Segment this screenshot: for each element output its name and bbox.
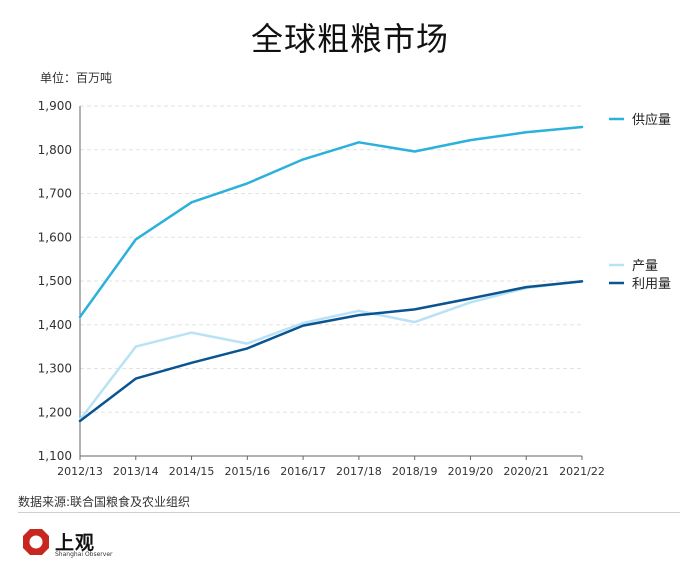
x-tick-label: 2018/19 <box>392 465 438 478</box>
y-tick-label: 1,100 <box>38 449 72 463</box>
y-tick-label: 1,700 <box>38 187 72 201</box>
series-line <box>78 125 584 319</box>
logo-subtext: Shanghai Observer <box>55 551 113 558</box>
series-line <box>78 280 584 423</box>
legend-label: 利用量 <box>632 277 671 292</box>
logo-octagon-icon <box>23 529 49 555</box>
legend-label: 供应量 <box>632 112 671 128</box>
x-tick-label: 2015/16 <box>224 465 270 478</box>
chart-title: 全球粗粮市场 <box>250 20 449 58</box>
x-tick-label: 2019/20 <box>448 465 494 478</box>
y-tick-label: 1,300 <box>38 362 72 376</box>
y-tick-label: 1,900 <box>38 99 72 113</box>
y-tick-label: 1,600 <box>38 230 72 244</box>
x-tick-label: 2021/22 <box>559 465 605 478</box>
series-line <box>78 279 584 421</box>
logo-text: 上观 <box>55 532 96 554</box>
y-tick-label: 1,800 <box>38 143 72 157</box>
x-tick-label: 2013/14 <box>113 465 159 478</box>
x-tick-label: 2012/13 <box>57 465 103 478</box>
x-tick-label: 2016/17 <box>280 465 326 478</box>
line-chart: 1,100 1,200 1,300 1,400 1,500 1,600 1,700 1,800… <box>38 99 671 478</box>
x-tick-label: 2014/15 <box>169 465 215 478</box>
x-tick-label: 2017/18 <box>336 465 382 478</box>
source-note: 数据来源:联合国粮食及农业组织 <box>18 495 191 509</box>
y-tick-label: 1,200 <box>38 405 72 419</box>
legend-label: 产量 <box>632 259 658 274</box>
footer-divider <box>18 512 680 513</box>
y-tick-label: 1,400 <box>38 318 72 332</box>
unit-label: 单位：百万吨 <box>40 71 113 85</box>
shanghai-observer-logo: 上观 Shanghai Observer <box>22 528 132 564</box>
y-tick-label: 1,500 <box>38 274 72 288</box>
x-tick-label: 2020/21 <box>503 465 549 478</box>
